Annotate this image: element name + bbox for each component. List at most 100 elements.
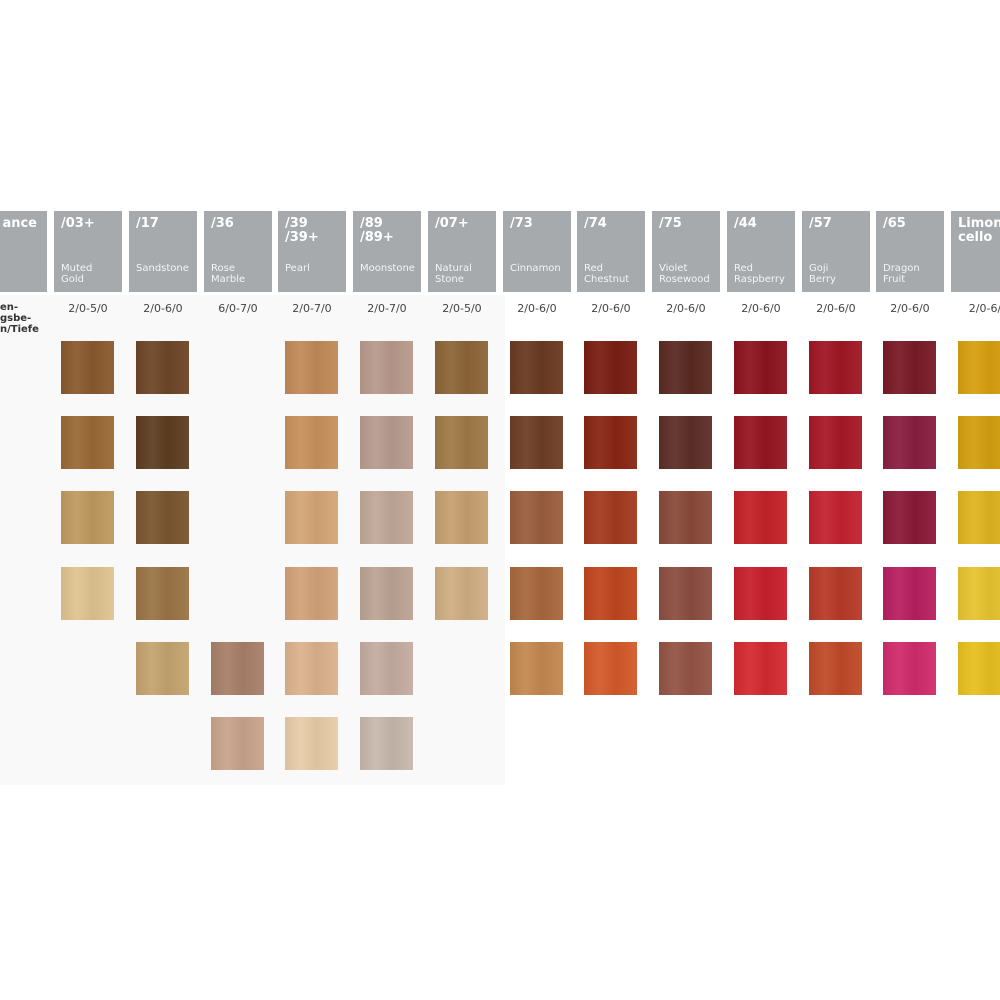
shade-header: /74 Red Chestnut bbox=[577, 211, 645, 292]
shade-code: /65 bbox=[883, 216, 906, 231]
color-swatch bbox=[958, 341, 1000, 394]
shade-range: 2/0-6/0 bbox=[816, 302, 856, 315]
color-swatch bbox=[61, 341, 114, 394]
color-swatch bbox=[659, 491, 712, 544]
shade-header: Limon- cello bbox=[951, 211, 1000, 292]
color-swatch bbox=[510, 416, 563, 469]
color-swatch bbox=[285, 717, 338, 770]
shade-name: Natural Stone bbox=[435, 263, 472, 285]
shade-range: 2/0-6/0 bbox=[741, 302, 781, 315]
color-swatch bbox=[360, 567, 413, 620]
color-swatch bbox=[734, 567, 787, 620]
color-swatch bbox=[734, 341, 787, 394]
color-swatch bbox=[809, 491, 862, 544]
color-swatch bbox=[883, 341, 936, 394]
shade-header: /65 Dragon Fruit bbox=[876, 211, 944, 292]
shade-header: /57 Goji Berry bbox=[802, 211, 870, 292]
shade-code: Limon- cello bbox=[958, 216, 1000, 245]
shade-code: /57 bbox=[809, 216, 832, 231]
shade-code: /07+ bbox=[435, 216, 469, 231]
shade-range: 2/0-5/0 bbox=[68, 302, 108, 315]
color-swatch bbox=[61, 491, 114, 544]
shade-name: Violet Rosewood bbox=[659, 263, 710, 285]
color-swatch bbox=[659, 341, 712, 394]
color-swatch bbox=[435, 416, 488, 469]
color-swatch bbox=[734, 491, 787, 544]
shade-header: /36 Rose Marble bbox=[204, 211, 272, 292]
shade-range: 2/0-7/0 bbox=[367, 302, 407, 315]
color-swatch bbox=[734, 416, 787, 469]
color-swatch bbox=[958, 491, 1000, 544]
label-line: en- bbox=[0, 302, 19, 313]
shade-range: 2/0-6/0 bbox=[666, 302, 706, 315]
shade-code: /17 bbox=[136, 216, 159, 231]
shade-range: 2/0-6/0 bbox=[517, 302, 557, 315]
first-column-label: en- gsbe- n/Tiefe bbox=[0, 302, 39, 335]
color-swatch bbox=[958, 642, 1000, 695]
color-swatch bbox=[285, 642, 338, 695]
shade-name: Red Raspberry bbox=[734, 263, 785, 285]
color-swatch bbox=[809, 567, 862, 620]
color-swatch bbox=[285, 491, 338, 544]
color-swatch bbox=[435, 491, 488, 544]
color-swatch bbox=[809, 341, 862, 394]
color-swatch bbox=[211, 642, 264, 695]
shade-name: Rose Marble bbox=[211, 263, 246, 285]
color-swatch bbox=[360, 642, 413, 695]
color-swatch bbox=[510, 567, 563, 620]
shade-code: /44 bbox=[734, 216, 757, 231]
shade-range: 2/0-6/0 bbox=[591, 302, 631, 315]
color-swatch bbox=[360, 491, 413, 544]
color-swatch bbox=[809, 642, 862, 695]
shade-code: /36 bbox=[211, 216, 234, 231]
shade-code: /74 bbox=[584, 216, 607, 231]
color-swatch bbox=[659, 567, 712, 620]
shade-name: Pearl bbox=[285, 263, 310, 274]
color-swatch bbox=[435, 567, 488, 620]
shade-code: /75 bbox=[659, 216, 682, 231]
color-swatch bbox=[136, 341, 189, 394]
color-swatch bbox=[136, 416, 189, 469]
shade-header: /44 Red Raspberry bbox=[727, 211, 795, 292]
shade-range: 2/0-5/0 bbox=[442, 302, 482, 315]
color-swatch bbox=[584, 416, 637, 469]
shade-name: Dragon Fruit bbox=[883, 263, 920, 285]
color-swatch bbox=[958, 416, 1000, 469]
color-swatch bbox=[659, 642, 712, 695]
color-swatch bbox=[136, 491, 189, 544]
shade-name: Sandstone bbox=[136, 263, 189, 274]
color-swatch bbox=[883, 416, 936, 469]
shade-range: 2/0-6/ bbox=[968, 302, 1000, 315]
shade-name: Muted Gold bbox=[61, 263, 93, 285]
color-swatch bbox=[883, 567, 936, 620]
shade-header: /39 /39+ Pearl bbox=[278, 211, 346, 292]
color-swatch bbox=[659, 416, 712, 469]
shade-range: 2/0-7/0 bbox=[292, 302, 332, 315]
color-swatch bbox=[285, 567, 338, 620]
shade-header: /75 Violet Rosewood bbox=[652, 211, 720, 292]
color-swatch bbox=[510, 341, 563, 394]
color-swatch bbox=[883, 491, 936, 544]
color-swatch bbox=[809, 416, 862, 469]
color-swatch bbox=[360, 341, 413, 394]
shade-header: /89 /89+ Moonstone bbox=[353, 211, 421, 292]
color-swatch bbox=[61, 416, 114, 469]
color-swatch bbox=[435, 341, 488, 394]
shade-range: 2/0-6/0 bbox=[890, 302, 930, 315]
first-column-header-text: ance bbox=[2, 216, 37, 231]
color-swatch bbox=[510, 642, 563, 695]
label-line: n/Tiefe bbox=[0, 324, 39, 335]
shade-header: /03+ Muted Gold bbox=[54, 211, 122, 292]
color-swatch bbox=[584, 642, 637, 695]
shade-name: Red Chestnut bbox=[584, 263, 630, 285]
shade-name: Moonstone bbox=[360, 263, 415, 274]
color-swatch bbox=[136, 642, 189, 695]
color-swatch bbox=[211, 717, 264, 770]
color-swatch bbox=[510, 491, 563, 544]
shade-range: 2/0-6/0 bbox=[143, 302, 183, 315]
shade-name: Goji Berry bbox=[809, 263, 836, 285]
color-swatch bbox=[360, 416, 413, 469]
color-swatch bbox=[285, 341, 338, 394]
color-swatch bbox=[584, 491, 637, 544]
shade-code: /39 /39+ bbox=[285, 216, 319, 245]
